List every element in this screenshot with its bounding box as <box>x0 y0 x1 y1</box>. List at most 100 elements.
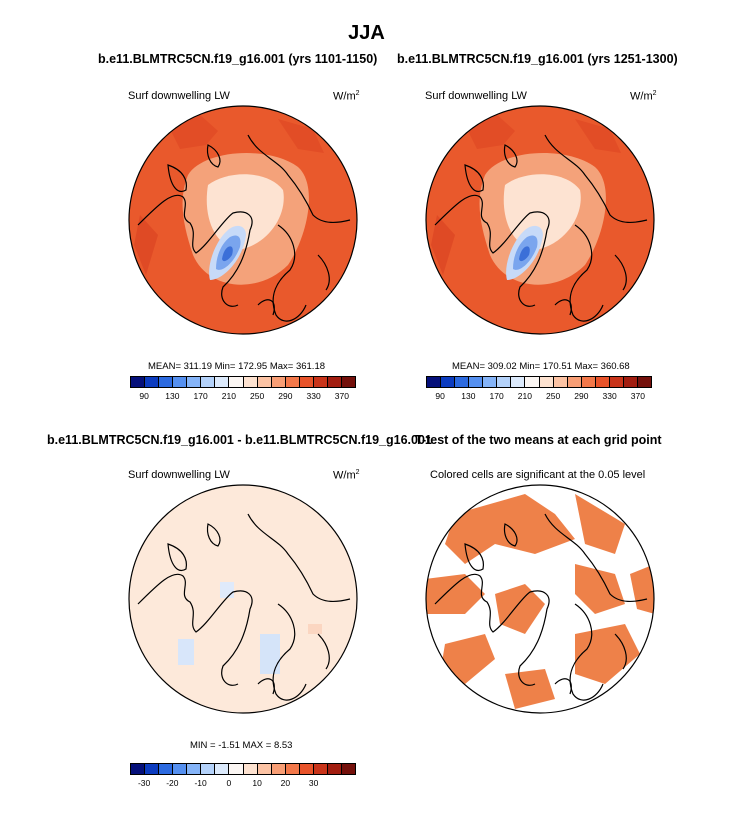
colorbar-swatch <box>525 377 540 387</box>
colorbar-swatch <box>159 377 174 387</box>
coastlines <box>137 513 351 701</box>
colorbar-swatches <box>130 376 356 388</box>
colorbar-ticks: 90 130 170 210 250 290 330 370 <box>130 388 356 402</box>
colorbar-swatch <box>455 377 470 387</box>
positive-patch <box>308 624 322 634</box>
colorbar-swatch <box>145 377 160 387</box>
colorbar-swatch <box>623 377 638 387</box>
panel4-subtitle: Colored cells are significant at the 0.0… <box>430 469 646 481</box>
field-patch <box>575 119 621 153</box>
panel1-map <box>128 105 358 335</box>
colorbar-swatch <box>609 377 624 387</box>
colorbar-swatch <box>581 377 596 387</box>
map-boundary <box>128 105 358 335</box>
panel1-units: W/m2 <box>333 90 360 103</box>
negative-patch <box>178 639 194 665</box>
panel2-variable: Surf downwelling LW <box>425 90 527 102</box>
colorbar-swatch <box>327 377 342 387</box>
colorbar-tick-label: 20 <box>280 778 291 788</box>
field-background <box>129 485 357 713</box>
negative-patch <box>220 582 234 598</box>
colorbar-tick-label: 290 <box>574 391 589 401</box>
panel2-title: b.e11.BLMTRC5CN.f19_g16.001 (yrs 1251-13… <box>397 52 678 66</box>
panel1-stats: MEAN= 311.19 Min= 172.95 Max= 361.18 <box>148 361 326 372</box>
colorbar-swatch <box>313 764 328 774</box>
colorbar-swatch <box>511 377 526 387</box>
colorbar-swatch <box>341 764 355 774</box>
colorbar-panel3: -30 -20 -10 0 10 20 30 <box>130 763 356 793</box>
colorbar-swatch <box>313 377 328 387</box>
colorbar-tick-label: 170 <box>489 391 504 401</box>
colorbar-tick-label: 30 <box>308 778 319 788</box>
colorbar-swatch <box>285 764 300 774</box>
coastlines <box>434 134 648 322</box>
coastlines <box>434 513 648 701</box>
panel2-map <box>425 105 655 335</box>
colorbar-tick-label: 370 <box>630 391 645 401</box>
colorbar-swatch <box>483 377 498 387</box>
colorbar-swatch <box>595 377 610 387</box>
colorbar-tick-label: 250 <box>546 391 561 401</box>
negative-patch <box>260 634 280 674</box>
colorbar-tick-label: 10 <box>252 778 262 788</box>
panel3-units: W/m2 <box>333 469 360 482</box>
colorbar-swatch <box>145 764 160 774</box>
map-boundary <box>425 105 655 335</box>
map-boundary <box>425 484 655 714</box>
colorbar-swatch <box>497 377 512 387</box>
colorbar-swatch <box>341 377 355 387</box>
colorbar-swatch <box>539 377 554 387</box>
panel2-stats: MEAN= 309.02 Min= 170.51 Max= 360.68 <box>452 361 630 372</box>
colorbar-swatch <box>441 377 456 387</box>
colorbar-swatch <box>159 764 174 774</box>
colorbar-swatches <box>426 376 652 388</box>
colorbar-swatch <box>637 377 651 387</box>
panel1-variable: Surf downwelling LW <box>128 90 230 102</box>
colorbar-swatch <box>201 764 216 774</box>
panel2-units: W/m2 <box>630 90 657 103</box>
field-patch <box>431 215 455 275</box>
colorbar-tick-label: 0 <box>226 778 232 788</box>
field-patch <box>278 119 324 153</box>
colorbar-swatch <box>187 377 202 387</box>
colorbar-tick-label: 130 <box>461 391 476 401</box>
panel3-variable: Surf downwelling LW <box>128 469 230 481</box>
colorbar-swatch <box>271 764 286 774</box>
colorbar-tick-label: 330 <box>602 391 617 401</box>
colorbar-swatch <box>201 377 216 387</box>
greenland-lowest <box>222 246 233 262</box>
colorbar-tick-label: 170 <box>193 391 208 401</box>
colorbar-swatch <box>299 764 314 774</box>
colorbar-swatch <box>553 377 568 387</box>
colorbar-tick-label: 210 <box>517 391 532 401</box>
figure-title: JJA <box>348 22 385 44</box>
colorbar-swatch <box>229 764 244 774</box>
colorbar-tick-label: -10 <box>194 778 207 788</box>
panel3-map <box>128 484 358 714</box>
colorbar-tick-label: 210 <box>221 391 236 401</box>
colorbar-tick-label: 290 <box>278 391 293 401</box>
colorbar-swatch <box>173 764 188 774</box>
colorbar-swatch <box>271 377 286 387</box>
colorbar-swatch <box>257 377 272 387</box>
colorbar-swatch <box>567 377 582 387</box>
colorbar-tick-label: 90 <box>139 391 149 401</box>
panel4-title: T-test of the two means at each grid poi… <box>415 433 662 447</box>
colorbar-swatch <box>299 377 314 387</box>
colorbar-swatch <box>327 764 342 774</box>
colorbar-swatch <box>131 377 146 387</box>
colorbar-swatch <box>229 377 244 387</box>
colorbar-tick-label: -30 <box>137 778 151 788</box>
colorbar-swatch <box>173 377 188 387</box>
colorbar-swatch <box>257 764 272 774</box>
colorbar-swatch <box>187 764 202 774</box>
panel1-title: b.e11.BLMTRC5CN.f19_g16.001 (yrs 1101-11… <box>98 52 378 66</box>
colorbar-swatch <box>131 764 146 774</box>
coastlines <box>137 134 351 322</box>
colorbar-panel1: 90 130 170 210 250 290 330 370 <box>130 376 356 406</box>
colorbar-swatches <box>130 763 356 775</box>
field-patch <box>134 215 158 275</box>
colorbar-tick-label: 370 <box>334 391 349 401</box>
colorbar-swatch <box>469 377 484 387</box>
colorbar-swatch <box>215 764 230 774</box>
